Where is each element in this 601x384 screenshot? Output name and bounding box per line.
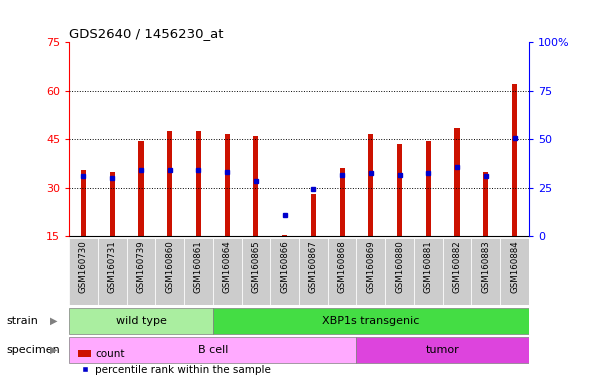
- Text: wild type: wild type: [115, 316, 166, 326]
- Bar: [270, 238, 299, 305]
- Bar: [471, 238, 500, 305]
- Text: GSM160866: GSM160866: [280, 240, 289, 293]
- Bar: [225, 134, 230, 236]
- Bar: [196, 131, 201, 236]
- Bar: [356, 238, 385, 305]
- Bar: [311, 194, 316, 236]
- Bar: [98, 238, 127, 305]
- Text: GSM160731: GSM160731: [108, 240, 117, 293]
- Text: GSM160739: GSM160739: [136, 240, 145, 293]
- Bar: [414, 238, 443, 305]
- Bar: [385, 238, 414, 305]
- Text: strain: strain: [6, 316, 38, 326]
- Bar: [213, 308, 529, 334]
- Bar: [299, 238, 328, 305]
- Bar: [69, 238, 98, 305]
- Text: GSM160861: GSM160861: [194, 240, 203, 293]
- Bar: [138, 141, 144, 236]
- Bar: [109, 172, 115, 236]
- Bar: [356, 336, 529, 363]
- Bar: [397, 144, 402, 236]
- Text: XBP1s transgenic: XBP1s transgenic: [322, 316, 419, 326]
- Bar: [454, 128, 460, 236]
- Text: GSM160884: GSM160884: [510, 240, 519, 293]
- Bar: [500, 238, 529, 305]
- Bar: [81, 170, 86, 236]
- Bar: [155, 238, 184, 305]
- Bar: [512, 84, 517, 236]
- Bar: [69, 336, 356, 363]
- Bar: [483, 172, 489, 236]
- Bar: [213, 238, 242, 305]
- Bar: [282, 235, 287, 236]
- Bar: [443, 238, 471, 305]
- Bar: [184, 238, 213, 305]
- Text: GSM160730: GSM160730: [79, 240, 88, 293]
- Text: GSM160864: GSM160864: [222, 240, 231, 293]
- Text: specimen: specimen: [6, 345, 59, 355]
- Legend: count, percentile rank within the sample: count, percentile rank within the sample: [75, 345, 275, 379]
- Text: GDS2640 / 1456230_at: GDS2640 / 1456230_at: [69, 26, 224, 40]
- Text: ▶: ▶: [50, 345, 57, 355]
- Bar: [426, 141, 431, 236]
- Text: GSM160868: GSM160868: [338, 240, 347, 293]
- Bar: [167, 131, 172, 236]
- Text: tumor: tumor: [426, 345, 460, 355]
- Bar: [69, 308, 213, 334]
- Text: GSM160883: GSM160883: [481, 240, 490, 293]
- Text: GSM160880: GSM160880: [395, 240, 404, 293]
- Text: B cell: B cell: [198, 345, 228, 355]
- Text: GSM160869: GSM160869: [367, 240, 376, 293]
- Text: GSM160865: GSM160865: [251, 240, 260, 293]
- Bar: [253, 136, 258, 236]
- Bar: [242, 238, 270, 305]
- Bar: [127, 238, 155, 305]
- Bar: [340, 168, 345, 236]
- Text: GSM160882: GSM160882: [453, 240, 462, 293]
- Text: GSM160867: GSM160867: [309, 240, 318, 293]
- Text: ▶: ▶: [50, 316, 57, 326]
- Text: GSM160881: GSM160881: [424, 240, 433, 293]
- Bar: [328, 238, 356, 305]
- Text: GSM160860: GSM160860: [165, 240, 174, 293]
- Bar: [368, 134, 373, 236]
